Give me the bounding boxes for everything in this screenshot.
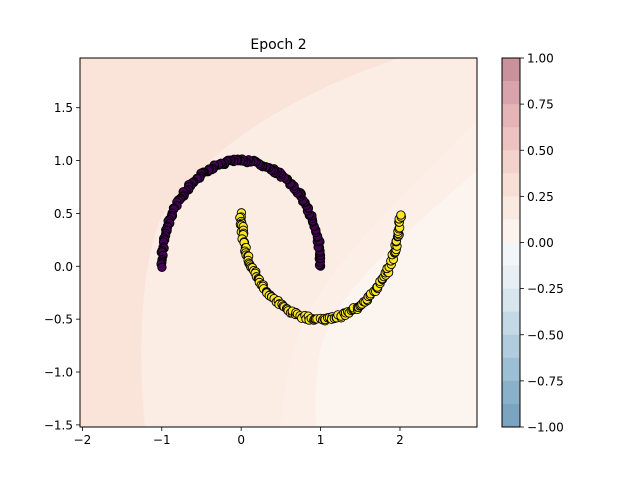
- x-tick-label: 0: [237, 433, 245, 447]
- colorbar-tick-label: −0.50: [527, 328, 564, 342]
- colorbar-band: [502, 334, 520, 359]
- colorbar-band: [502, 242, 520, 267]
- colorbar-tick-label: 0.75: [527, 98, 554, 112]
- colorbar-band: [502, 196, 520, 220]
- y-tick-label: 0.5: [54, 207, 73, 221]
- colorbar-band: [502, 265, 520, 290]
- colorbar-band: [502, 357, 520, 382]
- colorbar-ticks: 1.00 0.75 0.50 0.25 0.00 −0.25 −0.50 −0.75 −1.00: [520, 52, 564, 435]
- y-tick-label: −1.0: [44, 366, 73, 380]
- x-tick-label: 2: [396, 433, 404, 447]
- colorbar-tick-label: 0.50: [527, 144, 554, 158]
- colorbar-band: [502, 81, 520, 105]
- colorbar-band: [502, 288, 520, 313]
- colorbar-tick-label: −1.00: [527, 421, 564, 435]
- scatter-point-class-1: [396, 210, 406, 220]
- y-tick-label: −1.5: [44, 418, 73, 432]
- colorbar-band: [502, 173, 520, 197]
- y-axis: −1.5 −1.0 −0.5 0.0 0.5 1.0 1.5: [44, 101, 80, 432]
- colorbar-band: [502, 403, 520, 428]
- plot-frame: [79, 57, 478, 428]
- colorbar-tick-label: −0.25: [527, 282, 564, 296]
- chart-title: Epoch 2: [250, 37, 306, 53]
- colorbar-band: [502, 127, 520, 151]
- colorbar: [502, 58, 520, 428]
- colorbar-tick-label: 0.25: [527, 190, 554, 204]
- y-tick-label: 1.0: [54, 154, 73, 168]
- decision-boundary: [80, 58, 477, 427]
- colorbar-tick-label: −0.75: [527, 374, 564, 388]
- contour-region-right-mid: [282, 120, 477, 427]
- colorbar-tick-label: 0.00: [527, 236, 554, 250]
- scatter-point-class-0: [157, 262, 167, 272]
- colorbar-tick-label: 1.00: [527, 52, 554, 66]
- contour-region-right: [315, 170, 477, 427]
- y-tick-label: 1.5: [54, 101, 73, 115]
- x-tick-label: −1: [153, 433, 171, 447]
- contour-region-left: [80, 58, 400, 427]
- colorbar-band: [502, 219, 520, 243]
- x-tick-label: 1: [317, 433, 325, 447]
- colorbar-band: [502, 58, 520, 82]
- scatter-points: [156, 154, 406, 326]
- y-tick-label: 0.0: [54, 260, 73, 274]
- x-axis: −2 −1 0 1 2: [74, 427, 404, 447]
- colorbar-band: [502, 150, 520, 174]
- colorbar-band: [502, 380, 520, 405]
- colorbar-band: [502, 311, 520, 336]
- y-tick-label: −0.5: [44, 313, 73, 327]
- colorbar-band: [502, 104, 520, 128]
- x-tick-label: −2: [74, 433, 92, 447]
